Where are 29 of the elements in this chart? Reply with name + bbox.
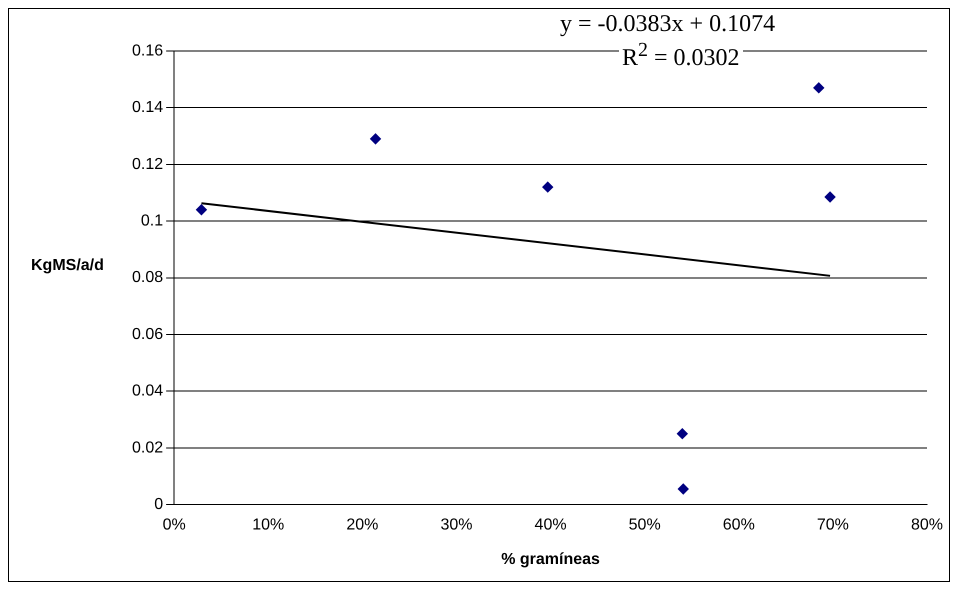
point — [542, 182, 554, 193]
annotation: R$^{2}$ = 0.0302 — [619, 39, 743, 72]
point — [813, 82, 824, 94]
x-axis-title: % gramíneas — [501, 550, 600, 568]
point — [676, 428, 688, 440]
point — [824, 192, 836, 203]
text: y = -0.0383x + 0.1074 — [557, 11, 778, 38]
y-tick-label: 0 — [154, 496, 164, 514]
y-tick-label: 0.14 — [132, 99, 164, 116]
y-tick-label: 0.12 — [132, 156, 164, 173]
x-tick-label: 80% — [910, 516, 944, 534]
x-tick-label: 70% — [816, 516, 849, 534]
y-tick-label: 0.16 — [132, 42, 164, 60]
y-tick-label: 0.06 — [132, 326, 164, 343]
x-tick-label: 20% — [346, 516, 378, 534]
x-tick-label: 60% — [722, 516, 755, 534]
x-tick-label: 50% — [628, 516, 661, 534]
point — [678, 484, 689, 495]
y-tick-label: 0.04 — [132, 382, 164, 400]
x-tick-label: 10% — [252, 516, 284, 534]
point — [370, 133, 382, 144]
x-tick-label: 40% — [534, 516, 567, 534]
y-tick-label: 0.1 — [140, 212, 164, 230]
y-tick-label: 0.08 — [132, 269, 164, 286]
y-tick-label: 0.02 — [132, 439, 164, 456]
x-tick-label: 30% — [440, 516, 472, 534]
point — [196, 204, 207, 216]
y-axis-title: KgMS/a/d — [31, 257, 104, 275]
x-tick-label: 0% — [162, 516, 186, 534]
